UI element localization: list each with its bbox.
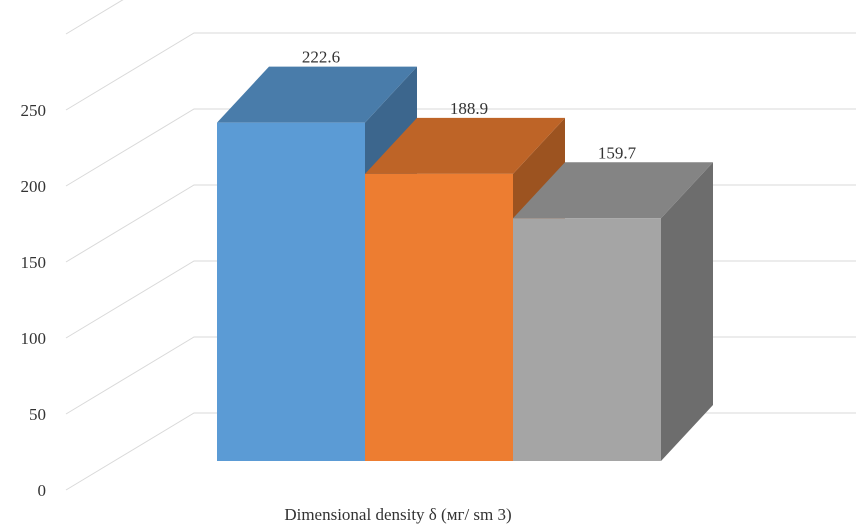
bar-front-face: [365, 173, 513, 461]
x-axis-title: Dimensional density δ (мг/ sm 3): [284, 505, 511, 524]
bar-front-face: [217, 122, 365, 461]
bar-3: [513, 162, 713, 462]
y-tick-label: 250: [21, 101, 47, 120]
data-labels: 222.6 188.9 159.7: [302, 48, 637, 163]
bar-top-face: [513, 162, 713, 219]
bar-top-face: [217, 66, 417, 123]
y-axis-ticks: 0 50 100 150 200 250: [21, 101, 47, 500]
y-tick-label: 200: [21, 177, 47, 196]
bar-top-face: [365, 117, 565, 174]
bar-side-face: [661, 162, 713, 462]
bar-front-face: [513, 218, 661, 461]
y-tick-label: 150: [21, 253, 47, 272]
gridline-250: [65, 32, 856, 111]
y-tick-label: 50: [29, 405, 46, 424]
y-tick-label: 100: [21, 329, 47, 348]
gridline-300: [65, 0, 124, 35]
data-label-3: 159.7: [598, 143, 637, 162]
gridline-200: [65, 108, 856, 187]
data-label-2: 188.9: [450, 99, 488, 118]
data-label-1: 222.6: [302, 48, 340, 67]
bars: [217, 66, 713, 462]
y-tick-label: 0: [38, 481, 47, 500]
